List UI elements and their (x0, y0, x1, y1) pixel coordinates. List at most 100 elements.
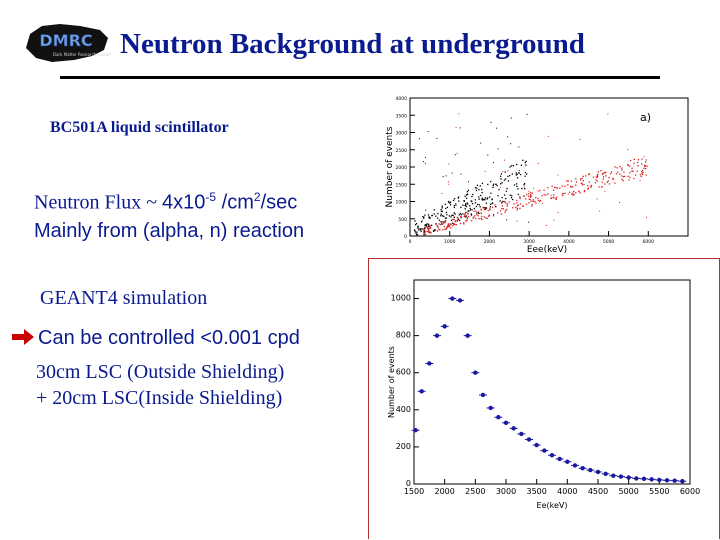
black-series-point (484, 197, 487, 199)
black-series-point (465, 205, 468, 208)
black-series-point (509, 174, 511, 177)
red-series-point (476, 214, 478, 216)
red-series-point (448, 223, 450, 225)
red-series-point (601, 186, 603, 188)
black-series-point (437, 217, 439, 219)
red-series-point (534, 200, 536, 203)
red-series-point (552, 196, 554, 199)
red-series-point (525, 193, 528, 196)
outlier-point (458, 113, 460, 115)
red-series-point (637, 159, 640, 161)
black-series-point (429, 217, 431, 219)
outlier-point (507, 136, 509, 138)
red-series-point (646, 165, 648, 167)
red-series-point (480, 208, 482, 211)
red-series-point (537, 197, 539, 200)
red-series-point (573, 190, 575, 193)
data-point (457, 298, 463, 303)
x-tick-label: 5000 (603, 239, 615, 245)
black-series-point (454, 213, 456, 215)
controlled-label: Can be controlled <0.001 cpd (38, 327, 300, 349)
black-series-point (524, 161, 526, 164)
black-series-point (449, 204, 452, 206)
black-series-point (478, 188, 480, 191)
black-series-point (435, 215, 437, 217)
y-tick-label: 3000 (396, 131, 408, 137)
black-series-point (424, 224, 426, 226)
black-series-point (465, 197, 468, 199)
red-series-point (612, 178, 615, 180)
red-series-point (639, 174, 642, 176)
black-series-point (465, 203, 467, 205)
black-series-point (433, 230, 435, 232)
red-series-point (621, 167, 623, 169)
red-series-point (553, 186, 556, 189)
x-tick-label: 2000 (434, 487, 454, 496)
outlier-point (480, 142, 482, 144)
red-series-point (422, 227, 424, 230)
black-series-point (459, 212, 462, 215)
outlier-point (533, 187, 535, 189)
red-series-point (614, 182, 616, 184)
black-series-point (414, 220, 416, 222)
data-point (557, 456, 562, 462)
black-series-point (507, 175, 509, 178)
red-series-point (516, 199, 518, 202)
black-series-point (476, 187, 478, 189)
black-series-point (485, 202, 487, 204)
red-series-point (592, 176, 595, 178)
black-series-point (450, 223, 452, 225)
red-series-point (562, 194, 564, 197)
black-series-point (447, 200, 450, 203)
black-series-point (414, 223, 417, 226)
data-point (572, 463, 578, 468)
black-series-point (520, 164, 523, 166)
red-series-point (483, 206, 486, 209)
data-point (580, 466, 585, 471)
outlier-point (455, 204, 457, 206)
red-series-point (607, 180, 609, 182)
black-series-point (495, 205, 497, 208)
black-series-point (424, 228, 426, 230)
red-series-point (641, 172, 643, 174)
red-series-point (628, 179, 630, 181)
red-series-point (567, 184, 569, 186)
red-series-point (575, 192, 577, 194)
red-series-point (463, 223, 465, 225)
red-series-point (564, 185, 566, 188)
black-series-point (491, 202, 494, 204)
red-series-point (575, 184, 577, 186)
black-series-point (499, 200, 501, 202)
black-series-point (417, 227, 419, 229)
red-series-point (427, 229, 430, 231)
outlier-point (445, 175, 447, 177)
outlier-point (537, 162, 539, 164)
data-point (496, 415, 501, 420)
black-series-point (513, 184, 516, 186)
black-series-point (465, 194, 468, 196)
red-series-point (501, 205, 504, 207)
black-series-point (482, 207, 484, 209)
red-series-point (531, 205, 533, 207)
red-series-point (601, 181, 603, 183)
black-series-point (474, 187, 477, 189)
red-series-point (606, 181, 609, 183)
dmrc-logo: DMRC Dark Matter Research Center (26, 24, 111, 62)
red-series-point (590, 186, 592, 188)
black-series-point (452, 214, 454, 217)
x-tick-label: 1500 (404, 487, 424, 496)
red-series-point (457, 219, 459, 221)
black-series-point (450, 216, 452, 218)
red-series-point (580, 179, 582, 181)
black-series-point (481, 198, 483, 200)
flux-value: 4x10 (162, 191, 206, 214)
black-series-point (512, 164, 515, 167)
black-series-point (433, 209, 435, 211)
black-series-point (427, 223, 430, 225)
black-series-point (519, 173, 522, 176)
black-series-point (458, 219, 461, 222)
geant-simulation-text: GEANT4 simulation (40, 287, 208, 309)
red-series-point (467, 212, 469, 214)
red-series-point (553, 189, 555, 191)
red-series-point (492, 215, 495, 217)
